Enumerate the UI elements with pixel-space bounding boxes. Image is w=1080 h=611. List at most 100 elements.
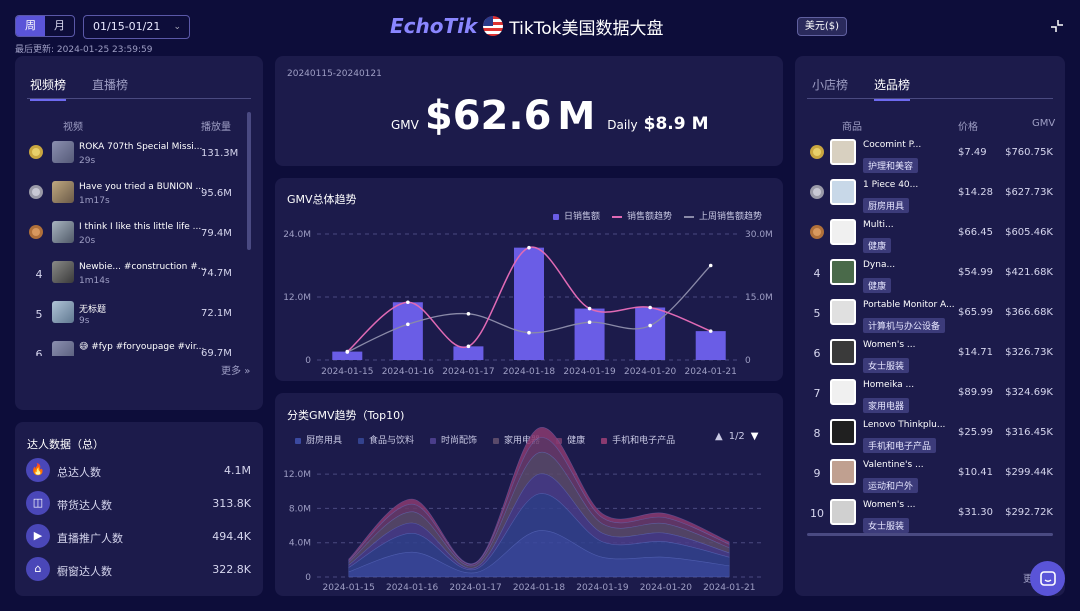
gold-medal-icon [29, 145, 43, 159]
us-flag-icon [483, 16, 504, 36]
y-tick-label: 24.0M [283, 230, 311, 240]
creator-stats-panel: 达人数据（总） 🔥 总达人数 4.1M ◫ 带货达人数 313.8K ▶ 直播推… [15, 422, 263, 596]
prev-page-icon[interactable]: ▲ [715, 431, 723, 442]
product-rank-panel: 小店榜 选品榜 商品 价格 GMV Cocomint P... 护理和美容 $7.4… [795, 56, 1065, 596]
legend-label: 健康 [567, 436, 586, 446]
daily-unit: M [691, 114, 709, 134]
x-tick-label: 2024-01-16 [382, 367, 435, 377]
fullscreen-exit-icon[interactable] [1050, 18, 1064, 32]
gmv-trend-legend: 日销售额 销售额趋势 上周销售额趋势 [553, 209, 762, 222]
product-price: $54.99 [958, 267, 993, 278]
product-thumbnail [830, 459, 856, 485]
product-row[interactable]: 6 Women's ... 女士服装 $14.71 $326.73K [795, 334, 1065, 374]
gmv-value: $62.6 [424, 93, 552, 139]
date-range-select[interactable]: 01/15-01/21 ⌄ [83, 15, 190, 39]
last-week-point [708, 263, 713, 268]
video-duration: 29s [79, 156, 96, 166]
col-video: 视频 [63, 122, 83, 133]
stat-value: 4.1M [224, 464, 251, 477]
legend-item-trend[interactable]: 销售额趋势 [612, 209, 672, 222]
date-range-value: 01/15-01/21 [93, 20, 161, 33]
product-name: Women's ... [863, 500, 916, 510]
bar [332, 351, 363, 360]
bar [635, 307, 666, 360]
flame-icon: 🔥 [26, 458, 50, 482]
stat-value: 313.8K [212, 497, 251, 510]
list-item[interactable]: I think I like this little life ... 20s … [15, 214, 263, 254]
video-thumbnail [52, 141, 74, 163]
video-title: 无标题 [79, 305, 107, 315]
y2-tick-label: 15.0M [745, 293, 773, 303]
legend-item[interactable]: 厨房用具 [295, 433, 342, 446]
product-gmv: $627.73K [1005, 187, 1053, 198]
legend-item[interactable]: 家用电器 [493, 433, 540, 446]
list-item[interactable]: 6 😅 #fyp #foryoupage #vir... 69.7M [15, 334, 263, 356]
product-row[interactable]: 4 Dyna... 健康 $54.99 $421.68K [795, 254, 1065, 294]
tab-product-rank[interactable]: 选品榜 [874, 76, 911, 101]
legend-item-bar[interactable]: 日销售额 [553, 209, 600, 222]
bar [695, 331, 726, 360]
tab-video-rank[interactable]: 视频榜 [30, 76, 67, 101]
more-link[interactable]: 更 [1023, 574, 1033, 585]
list-item[interactable]: Have you tried a BUNION ... 1m17s 95.6M [15, 174, 263, 214]
last-update: 最后更新: 2024-01-25 23:59:59 [15, 45, 153, 55]
product-row[interactable]: 1 Piece 40... 厨房用具 $14.28 $627.73K [795, 174, 1065, 214]
horizontal-scrollbar[interactable] [807, 533, 1053, 536]
x-tick-label: 2024-01-15 [321, 367, 373, 377]
more-label: 更多 [221, 366, 241, 377]
product-row[interactable]: 9 Valentine's ... 运动和户外 $10.41 $299.44K [795, 454, 1065, 494]
list-item[interactable]: 5 无标题 9s 72.1M [15, 294, 263, 334]
x-tick-label: 2024-01-19 [576, 583, 629, 593]
product-name: 1 Piece 40... [863, 180, 919, 190]
video-thumbnail [52, 181, 74, 203]
legend-item[interactable]: 食品与饮料 [358, 433, 414, 446]
bar [392, 302, 423, 360]
video-thumbnail [52, 301, 74, 323]
stat-label: 直播推广人数 [57, 532, 123, 545]
chat-support-button[interactable] [1030, 561, 1065, 596]
product-row[interactable]: Cocomint P... 护理和美容 $7.49 $760.75K [795, 134, 1065, 174]
gmv-values: GMV $62.6 M Daily $8.9 M [391, 93, 708, 139]
legend-item[interactable]: 健康 [556, 433, 585, 446]
legend-item[interactable]: 时尚配饰 [430, 433, 477, 446]
trend-point [648, 305, 652, 310]
rank-number: 9 [813, 467, 821, 480]
stat-row: ⌂ 橱窗达人数 322.8K [15, 557, 263, 590]
legend-pager: ▲ 1/2 ▼ [715, 431, 759, 442]
more-link[interactable]: 更多 » [221, 362, 250, 377]
bronze-medal-icon [810, 225, 824, 239]
currency-button[interactable]: 美元($) [797, 17, 847, 36]
category-tag: 女士服装 [863, 358, 910, 373]
product-row[interactable]: 7 Homeika ... 家用电器 $89.99 $324.69K [795, 374, 1065, 414]
legend-item[interactable]: 手机和电子产品 [601, 433, 675, 446]
legend-item-last-week[interactable]: 上周销售额趋势 [684, 209, 762, 222]
period-week-button[interactable]: 周 [16, 16, 45, 36]
stat-row: 🔥 总达人数 4.1M [15, 458, 263, 491]
x-tick-label: 2024-01-19 [563, 367, 616, 377]
legend-label: 家用电器 [504, 436, 541, 446]
list-item[interactable]: 4 Newbie... #construction #... 1m14s 74.… [15, 254, 263, 294]
brand-logo: EchoTik [390, 14, 478, 38]
gmv-trend-panel: GMV总体趋势 日销售额 销售额趋势 上周销售额趋势 24.0M 30.0M 12.… [275, 178, 783, 381]
product-row[interactable]: 5 Portable Monitor A... 计算机与办公设备 $65.99 $366… [795, 294, 1065, 334]
col-price: 价格 [958, 122, 978, 133]
product-price: $89.99 [958, 387, 993, 398]
product-price: $25.99 [958, 427, 993, 438]
product-row[interactable]: 10 Women's ... 女士服装 $31.30 $292.72K [795, 494, 1065, 534]
tab-shop-rank[interactable]: 小店榜 [812, 78, 849, 92]
x-tick-label: 2024-01-17 [442, 367, 494, 377]
x-tick-label: 2024-01-15 [323, 583, 375, 593]
scrollbar[interactable] [247, 112, 251, 250]
video-duration: 1m14s [79, 276, 110, 286]
video-title: I think I like this little life ... [79, 222, 202, 232]
category-tag: 女士服装 [863, 518, 910, 533]
period-month-button[interactable]: 月 [54, 19, 65, 32]
product-gmv: $292.72K [1005, 507, 1053, 518]
video-rank-panel: 视频榜 直播榜 视频 播放量 ROKA 707th Special Missi.… [15, 56, 263, 410]
product-name: Portable Monitor A... [863, 300, 955, 310]
next-page-icon[interactable]: ▼ [750, 431, 759, 442]
product-row[interactable]: Multi... 健康 $66.45 $605.46K [795, 214, 1065, 254]
list-item[interactable]: ROKA 707th Special Missi... 29s 131.3M [15, 134, 263, 174]
tab-live-rank[interactable]: 直播榜 [92, 78, 129, 92]
product-row[interactable]: 8 Lenovo Thinkplu... 手机和电子产品 $25.99 $316.45K [795, 414, 1065, 454]
